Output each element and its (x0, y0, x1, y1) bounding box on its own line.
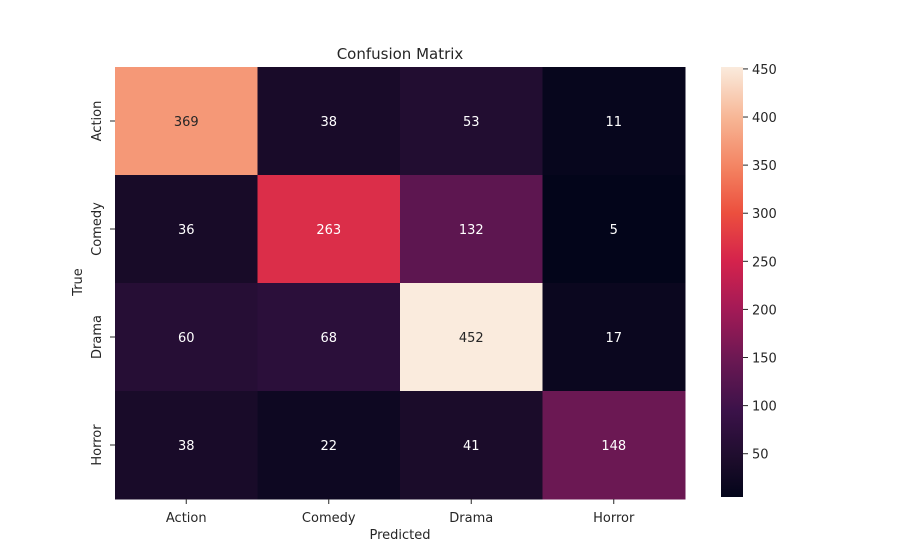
colorbar-tick-label: 250 (752, 255, 777, 270)
cell-value-label: 452 (459, 331, 484, 346)
colorbar-tick-label: 350 (752, 159, 777, 174)
cell-annotations: 369 38 53 11 36 263 132 5 60 68 452 17 38 22 41 148 (174, 115, 626, 454)
heatmap-cell (257, 391, 401, 500)
heatmap-cells (115, 67, 686, 500)
cell-value-label: 41 (463, 439, 480, 454)
heatmap-cell (257, 175, 401, 284)
colorbar-tick-label: 200 (752, 303, 777, 318)
colorbar-tick-label: 400 (752, 111, 777, 126)
heatmap-cell (115, 67, 258, 176)
cell-value-label: 132 (459, 223, 484, 238)
y-axis-ticks: Action Comedy Drama Horror (90, 101, 115, 466)
y-tick-label: Drama (90, 315, 105, 359)
cell-value-label: 38 (320, 115, 337, 130)
heatmap-cell (400, 283, 543, 392)
cell-value-label: 11 (605, 115, 622, 130)
x-tick-label: Comedy (302, 511, 356, 526)
chart-title: Confusion Matrix (337, 45, 464, 63)
y-tick-label: Action (90, 101, 105, 142)
colorbar (721, 67, 743, 497)
heatmap-cell (400, 175, 543, 284)
cell-value-label: 5 (610, 223, 618, 238)
heatmap-cell (257, 283, 401, 392)
y-tick-label: Horror (90, 424, 105, 466)
cell-value-label: 148 (601, 439, 626, 454)
x-axis-ticks: Action Comedy Drama Horror (166, 499, 635, 526)
colorbar-tick-label: 100 (752, 400, 777, 415)
cell-value-label: 68 (320, 331, 337, 346)
heatmap-cell (542, 391, 686, 500)
x-tick-label: Horror (593, 511, 635, 526)
colorbar-tick-label: 450 (752, 63, 777, 78)
colorbar-tick-label: 300 (752, 207, 777, 222)
cell-value-label: 38 (178, 439, 195, 454)
heatmap-cell (542, 283, 686, 392)
x-tick-label: Drama (449, 511, 493, 526)
heatmap-cell (115, 283, 258, 392)
cell-value-label: 60 (178, 331, 195, 346)
cell-value-label: 36 (178, 223, 195, 238)
cell-value-label: 53 (463, 115, 480, 130)
heatmap-cell (257, 67, 401, 176)
colorbar-tick-label: 50 (752, 448, 769, 463)
cell-value-label: 22 (320, 439, 337, 454)
colorbar-tick-label: 150 (752, 352, 777, 367)
colorbar-ticks: 50 100 150 200 250 300 350 400 450 (743, 63, 777, 463)
cell-value-label: 17 (605, 331, 622, 346)
y-tick-label: Comedy (90, 202, 105, 256)
heatmap-cell (115, 175, 258, 284)
heatmap-cell (542, 67, 686, 176)
heatmap-cell (400, 391, 543, 500)
heatmap-cell (400, 67, 543, 176)
x-axis-label: Predicted (369, 528, 430, 543)
y-axis-label: True (71, 268, 86, 297)
heatmap-cell (542, 175, 686, 284)
cell-value-label: 263 (316, 223, 341, 238)
heatmap-cell (115, 391, 258, 500)
x-tick-label: Action (166, 511, 207, 526)
cell-value-label: 369 (174, 115, 199, 130)
